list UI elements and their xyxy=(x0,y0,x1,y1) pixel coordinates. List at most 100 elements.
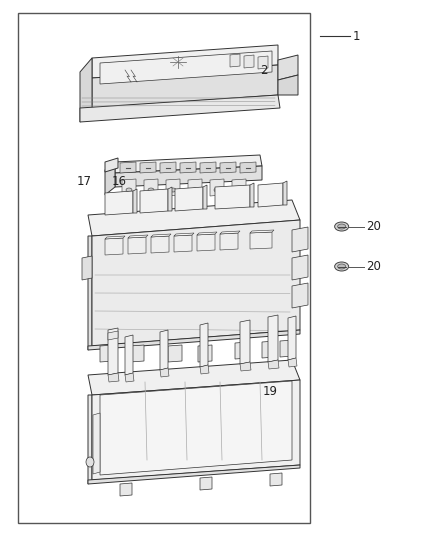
Polygon shape xyxy=(88,465,300,484)
Polygon shape xyxy=(288,358,297,367)
Polygon shape xyxy=(88,200,300,236)
Polygon shape xyxy=(175,187,203,211)
Text: 16: 16 xyxy=(112,175,127,188)
Polygon shape xyxy=(200,365,209,374)
Ellipse shape xyxy=(338,264,346,269)
Polygon shape xyxy=(108,373,119,382)
Polygon shape xyxy=(235,342,249,359)
Polygon shape xyxy=(80,95,280,122)
Polygon shape xyxy=(125,335,133,375)
Polygon shape xyxy=(92,220,300,346)
Polygon shape xyxy=(188,179,202,196)
Polygon shape xyxy=(120,483,132,496)
Ellipse shape xyxy=(126,188,132,192)
Polygon shape xyxy=(93,413,100,474)
Polygon shape xyxy=(250,232,272,249)
Polygon shape xyxy=(292,283,308,308)
Polygon shape xyxy=(168,187,172,211)
Polygon shape xyxy=(174,233,194,236)
Polygon shape xyxy=(105,236,125,239)
Text: 1: 1 xyxy=(353,30,360,43)
Polygon shape xyxy=(168,345,182,362)
Polygon shape xyxy=(105,162,115,195)
Text: 17: 17 xyxy=(77,175,92,188)
Polygon shape xyxy=(92,45,278,78)
Polygon shape xyxy=(140,162,156,173)
Polygon shape xyxy=(18,13,310,523)
Text: 20: 20 xyxy=(366,260,381,273)
Polygon shape xyxy=(92,380,300,480)
Polygon shape xyxy=(105,191,133,215)
Polygon shape xyxy=(105,238,123,255)
Ellipse shape xyxy=(335,222,349,231)
Polygon shape xyxy=(215,185,250,209)
Polygon shape xyxy=(283,181,287,205)
Polygon shape xyxy=(174,235,192,252)
Polygon shape xyxy=(100,51,272,84)
Polygon shape xyxy=(240,162,256,173)
Polygon shape xyxy=(280,340,294,357)
Polygon shape xyxy=(197,234,215,251)
Polygon shape xyxy=(270,473,282,486)
Polygon shape xyxy=(160,368,169,377)
Polygon shape xyxy=(133,189,137,213)
Polygon shape xyxy=(240,362,251,371)
Polygon shape xyxy=(108,328,118,375)
Polygon shape xyxy=(166,179,180,196)
Polygon shape xyxy=(144,179,158,196)
Polygon shape xyxy=(203,185,207,209)
Polygon shape xyxy=(160,330,168,370)
Polygon shape xyxy=(200,477,212,490)
Polygon shape xyxy=(92,65,278,108)
Polygon shape xyxy=(240,320,250,364)
Ellipse shape xyxy=(170,188,176,192)
Polygon shape xyxy=(268,360,279,369)
Polygon shape xyxy=(244,55,254,68)
Polygon shape xyxy=(278,75,298,95)
Polygon shape xyxy=(230,54,240,67)
Polygon shape xyxy=(151,236,169,253)
Polygon shape xyxy=(151,234,171,237)
Polygon shape xyxy=(197,232,217,235)
Polygon shape xyxy=(262,341,276,358)
Polygon shape xyxy=(88,360,300,395)
Ellipse shape xyxy=(335,262,349,271)
Polygon shape xyxy=(120,162,136,173)
Polygon shape xyxy=(292,255,308,280)
Ellipse shape xyxy=(338,224,346,229)
Text: 20: 20 xyxy=(366,220,381,233)
Polygon shape xyxy=(82,256,92,280)
Text: 2: 2 xyxy=(261,64,268,77)
Polygon shape xyxy=(105,158,118,172)
Polygon shape xyxy=(122,179,136,196)
Polygon shape xyxy=(250,230,274,233)
Ellipse shape xyxy=(236,188,242,192)
Polygon shape xyxy=(108,331,118,340)
Polygon shape xyxy=(258,183,283,207)
Polygon shape xyxy=(220,231,240,234)
Polygon shape xyxy=(130,345,144,362)
Polygon shape xyxy=(288,316,296,360)
Polygon shape xyxy=(100,345,114,362)
Polygon shape xyxy=(200,323,208,367)
Polygon shape xyxy=(88,395,92,484)
Polygon shape xyxy=(250,183,254,207)
Polygon shape xyxy=(258,56,268,69)
Ellipse shape xyxy=(86,457,94,467)
Polygon shape xyxy=(278,55,298,80)
Polygon shape xyxy=(200,162,216,173)
Polygon shape xyxy=(115,166,262,187)
Polygon shape xyxy=(128,235,148,238)
Polygon shape xyxy=(80,58,92,122)
Polygon shape xyxy=(128,237,146,254)
Polygon shape xyxy=(100,381,292,475)
Ellipse shape xyxy=(192,188,198,192)
Polygon shape xyxy=(210,179,224,196)
Polygon shape xyxy=(198,345,212,362)
Polygon shape xyxy=(220,233,238,250)
Polygon shape xyxy=(88,236,92,350)
Polygon shape xyxy=(125,373,134,382)
Ellipse shape xyxy=(214,188,220,192)
Polygon shape xyxy=(220,162,236,173)
Polygon shape xyxy=(268,315,278,362)
